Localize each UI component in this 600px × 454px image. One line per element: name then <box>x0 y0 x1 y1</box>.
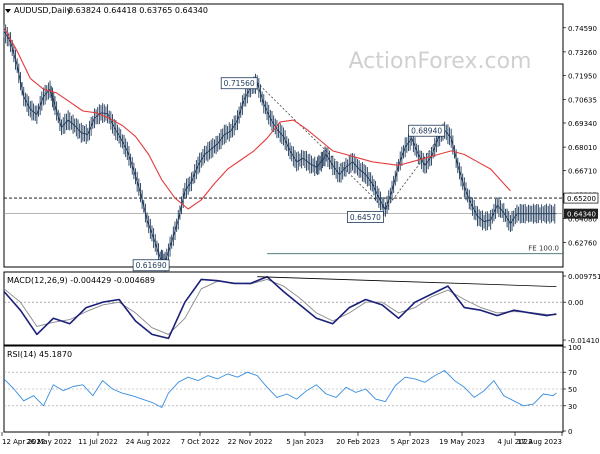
rsi-y-tick-label: 100 <box>568 344 581 352</box>
price-y-tick-label: 0.64080 <box>568 215 597 223</box>
annotation-label: 0.64570 <box>350 213 381 222</box>
annotation-label: 0.61690 <box>136 261 167 270</box>
annotation-box <box>347 211 384 223</box>
rsi-y-tick-label: 50 <box>568 386 577 394</box>
price-y-tick-label: 0.66710 <box>568 168 597 176</box>
ohlc-label: 0.63824 0.64418 0.63765 0.64340 <box>68 6 208 15</box>
axes-layer: 0.74590 0.73260 0.71950 0.70635 0.69340 0.680… <box>1 25 600 446</box>
rsi-line <box>3 370 557 408</box>
x-tick-label: 5 Apr 2023 <box>391 438 430 446</box>
x-tick-label: 20 Feb 2023 <box>336 438 380 446</box>
current-price-box <box>564 208 598 219</box>
annotation-box <box>132 259 170 272</box>
price-y-tick-label: 0.68010 <box>568 144 597 152</box>
rsi-y-tick-label: 0 <box>568 428 572 436</box>
current-price-label: 0.64340 <box>567 211 596 219</box>
price-y-tick-label: 0.69340 <box>568 120 597 128</box>
annotation-box <box>408 124 446 137</box>
x-tick-label: 12 Apr 2022 <box>2 438 45 446</box>
price-layer: FE 100.0 0.71560 0.68940 0.64570 0.61690 <box>3 24 563 272</box>
macd-divergence-line <box>257 276 557 287</box>
projection-line-2 <box>385 129 445 210</box>
macd-layer <box>3 275 563 340</box>
macd-y-tick-label: 0.009751 <box>568 273 600 281</box>
dashed-level-box <box>563 192 599 204</box>
macd-y-tick-label: -0.014107 <box>568 337 600 345</box>
annotation-label: 0.68940 <box>411 127 442 136</box>
rsi-title: RSI(14) 45.1870 <box>7 350 72 359</box>
price-panel-frame <box>3 3 564 268</box>
annotation-label: 0.71560 <box>224 79 255 88</box>
x-tick-label: 7 Oct 2022 <box>181 438 220 446</box>
macd-signal-line <box>3 278 557 335</box>
x-tick-label: 4 Jul 2023 <box>497 438 532 446</box>
price-series-line <box>3 30 557 263</box>
macd-panel-frame <box>3 271 564 346</box>
macd-line <box>3 275 557 340</box>
price-y-tick-label: 0.73260 <box>568 49 597 57</box>
macd-y-tick-label: 0.00 <box>568 299 584 307</box>
rsi-y-tick-label: 70 <box>568 369 577 377</box>
x-tick-label: 24 Aug 2022 <box>126 438 171 446</box>
x-tick-label: 19 May 2023 <box>439 438 485 446</box>
price-y-tick-label: 0.70635 <box>568 96 597 104</box>
x-tick-label: 11 Jul 2022 <box>78 438 118 446</box>
x-tick-label: 5 Jan 2023 <box>286 438 324 446</box>
instrument-label: AUDUSD,Daily <box>14 6 72 15</box>
x-tick-label: 22 Nov 2022 <box>228 438 273 446</box>
fe-level-label: FE 100.0 <box>528 245 559 253</box>
price-y-tick-label: 0.71950 <box>568 73 597 81</box>
price-header: AUDUSD,Daily 0.63824 0.64418 0.63765 0.6… <box>5 6 208 15</box>
price-y-tick-label: 0.74590 <box>568 25 597 33</box>
price-y-tick-label: 0.62760 <box>568 239 597 247</box>
annotation-box <box>220 77 258 90</box>
moving-average-line <box>3 27 511 210</box>
watermark: ActionForex.com <box>349 49 532 74</box>
macd-title: MACD(12,26,9) -0.004429 -0.004689 <box>7 276 155 285</box>
rsi-y-tick-label: 30 <box>568 403 577 411</box>
header-arrow-icon <box>5 9 11 13</box>
x-tick-label: 26 May 2022 <box>26 438 72 446</box>
x-tick-label: 17 Aug 2023 <box>517 438 562 446</box>
dashed-level-label: 0.65200 <box>567 195 596 203</box>
rsi-layer <box>3 370 563 408</box>
